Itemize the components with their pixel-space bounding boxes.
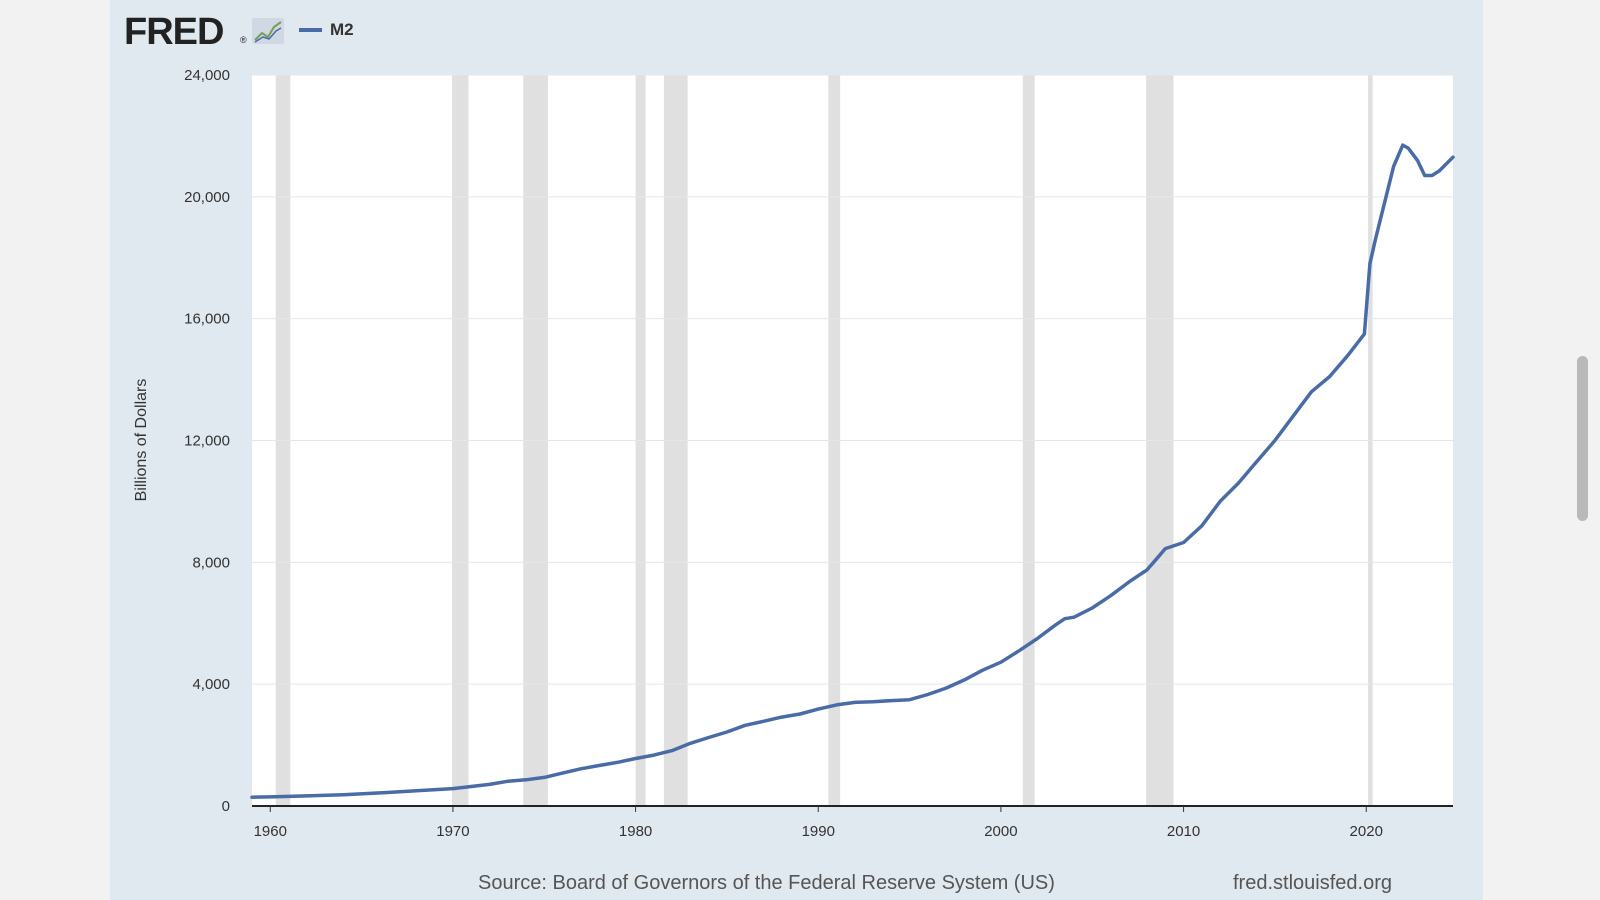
site-url[interactable]: fred.stlouisfed.org <box>1233 872 1392 894</box>
y-tick-label: 20,000 <box>184 189 230 206</box>
x-tick-label: 2020 <box>1350 823 1383 840</box>
y-tick-label: 0 <box>222 798 230 815</box>
x-tick-label: 1980 <box>619 823 652 840</box>
fred-logo-registered: ® <box>240 35 247 45</box>
fred-logo[interactable]: FRED ® <box>124 11 284 53</box>
y-tick-label: 12,000 <box>184 433 230 450</box>
y-axis-title: Billions of Dollars <box>133 379 150 502</box>
x-tick-label: 1970 <box>436 823 469 840</box>
legend-label-m2: M2 <box>330 20 354 39</box>
x-tick-label: 2000 <box>984 823 1017 840</box>
x-tick-label: 2010 <box>1167 823 1200 840</box>
gridlines <box>252 74 1453 685</box>
y-axis-ticks: 0 4,000 8,000 12,000 16,000 20,000 24,000 <box>184 67 230 815</box>
series-layer <box>250 143 1455 799</box>
legend[interactable]: M2 <box>299 20 354 39</box>
y-tick-label: 24,000 <box>184 67 230 84</box>
y-tick-label: 4,000 <box>192 676 230 693</box>
fred-graph-icon <box>252 18 284 44</box>
x-axis-ticks: 1960 1970 1980 1990 2000 2010 2020 <box>254 806 1383 840</box>
x-tick-label: 1990 <box>802 823 835 840</box>
fred-logo-text: FRED <box>124 11 223 53</box>
x-tick-label: 1960 <box>254 823 287 840</box>
source-note: Source: Board of Governors of the Federa… <box>478 872 1055 894</box>
series-line-m2[interactable] <box>250 143 1455 799</box>
y-tick-label: 16,000 <box>184 311 230 328</box>
y-tick-label: 8,000 <box>192 554 230 571</box>
vertical-scrollbar[interactable] <box>1577 356 1588 521</box>
